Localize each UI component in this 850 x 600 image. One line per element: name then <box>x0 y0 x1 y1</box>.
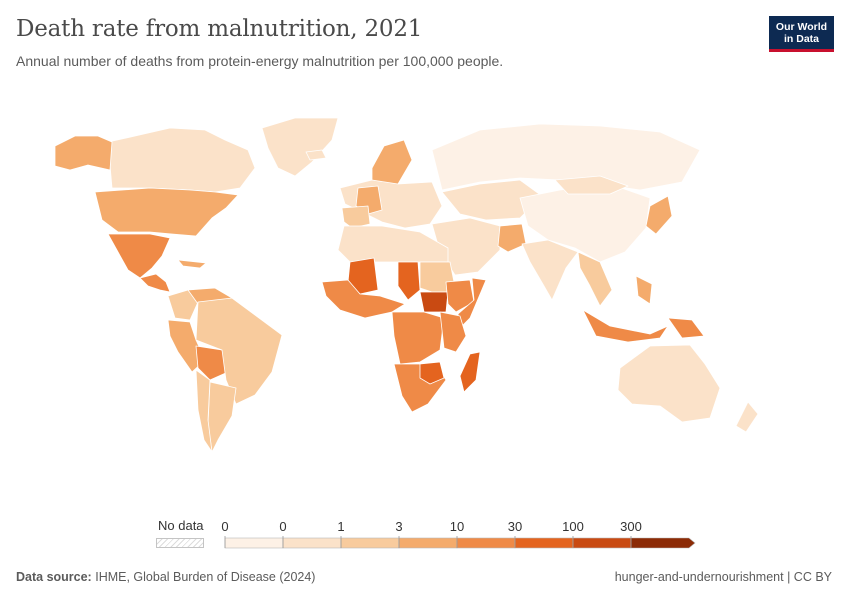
logo-line-1: Our World <box>775 21 828 33</box>
region-alaska[interactable] <box>54 135 113 171</box>
region-iceland[interactable] <box>305 149 327 161</box>
legend-tick-label: 0 <box>279 519 286 534</box>
region-ethiopia[interactable] <box>445 279 475 313</box>
legend-bin-5[interactable] <box>456 537 516 549</box>
legend-no-data-label: No data <box>158 518 204 533</box>
region-south-sudan[interactable] <box>419 291 449 313</box>
chart-subtitle: Annual number of deaths from protein-ene… <box>16 53 504 69</box>
region-papua-new-guinea[interactable] <box>667 317 705 339</box>
data-source: Data source: IHME, Global Burden of Dise… <box>16 570 315 584</box>
region-philippines[interactable] <box>635 275 653 305</box>
legend-bin-3[interactable] <box>340 537 400 549</box>
legend-bin-2[interactable] <box>282 537 342 549</box>
region-united-states[interactable] <box>94 187 239 237</box>
legend-tick-label: 100 <box>562 519 584 534</box>
legend-bin-4[interactable] <box>398 537 458 549</box>
region-japan[interactable] <box>645 195 673 235</box>
owid-logo[interactable]: Our World in Data <box>769 16 834 52</box>
region-mexico[interactable] <box>107 233 171 279</box>
legend-tick-label: 0 <box>221 519 228 534</box>
region-canada[interactable] <box>107 127 256 193</box>
region-madagascar[interactable] <box>459 351 481 393</box>
region-iberia[interactable] <box>341 205 371 229</box>
region-australia[interactable] <box>617 344 721 423</box>
region-afghanistan[interactable] <box>497 223 527 253</box>
region-east-africa[interactable] <box>439 311 467 353</box>
legend-bin-6[interactable] <box>514 537 574 549</box>
region-india[interactable] <box>521 239 579 301</box>
region-central-america[interactable] <box>139 273 171 293</box>
region-mongolia[interactable] <box>554 175 629 195</box>
region-new-zealand[interactable] <box>735 401 759 433</box>
color-legend[interactable]: 0 0 1 3 10 30 100 300 <box>215 515 705 555</box>
legend-tick-label: 300 <box>620 519 642 534</box>
legend-no-data-swatch[interactable] <box>156 538 204 548</box>
chart-title: Death rate from malnutrition, 2021 <box>16 16 423 42</box>
region-mali[interactable] <box>347 257 379 295</box>
legend-tick-label: 3 <box>395 519 402 534</box>
region-southeast-asia[interactable] <box>577 251 613 307</box>
data-source-label: Data source: <box>16 570 92 584</box>
world-map[interactable] <box>0 100 850 500</box>
region-indonesia[interactable] <box>582 309 669 343</box>
region-chile[interactable] <box>195 369 213 453</box>
data-source-text[interactable]: IHME, Global Burden of Disease (2024) <box>95 570 316 584</box>
legend-bin-1[interactable] <box>224 537 284 549</box>
region-greenland[interactable] <box>261 117 339 177</box>
region-west-africa[interactable] <box>321 279 406 319</box>
legend-bin-8[interactable] <box>630 537 696 549</box>
region-caribbean[interactable] <box>177 259 207 269</box>
legend-tick-label: 10 <box>450 519 464 534</box>
region-north-africa[interactable] <box>337 225 449 263</box>
region-russia[interactable] <box>431 123 701 191</box>
topic-license[interactable]: hunger-and-undernourishment | CC BY <box>614 570 832 584</box>
region-chad[interactable] <box>397 261 421 301</box>
region-argentina[interactable] <box>207 381 237 453</box>
region-brazil[interactable] <box>195 297 283 405</box>
legend-bin-7[interactable] <box>572 537 632 549</box>
region-bolivia[interactable] <box>195 345 229 381</box>
legend-tick-label: 30 <box>508 519 522 534</box>
region-colombia[interactable] <box>167 289 199 321</box>
region-zimbabwe[interactable] <box>419 361 445 385</box>
legend-tick-label: 1 <box>337 519 344 534</box>
logo-line-2: in Data <box>783 33 819 45</box>
region-central-africa[interactable] <box>391 311 445 365</box>
